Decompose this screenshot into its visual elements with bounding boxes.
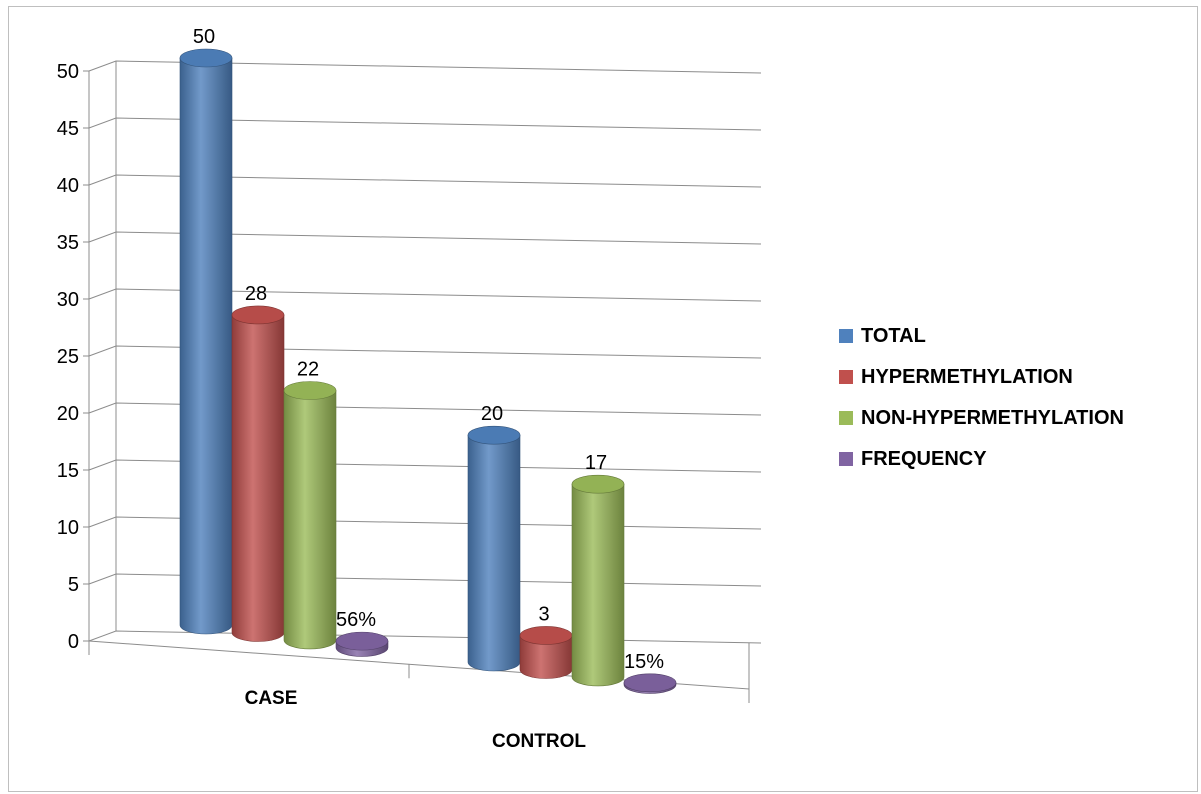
bar-body [467, 434, 521, 672]
gridline-15 [88, 459, 762, 473]
x-axis: CASE CONTROL [88, 640, 750, 752]
bar-control-frequency [623, 673, 677, 694]
bar-top [179, 48, 233, 68]
legend: TOTAL HYPERMETHYLATION NON-HYPERMETHYLAT… [839, 323, 1124, 487]
y-tick-label: 45 [57, 118, 79, 140]
gridline-45 [88, 117, 762, 131]
bar-case-non-hypermethylation [283, 381, 337, 650]
y-tick-label: 35 [57, 232, 79, 254]
bar-control-non-hypermethylation [571, 474, 625, 687]
legend-item-non-hypermethylation: NON-HYPERMETHYLATION [839, 405, 1124, 431]
data-label-control-non-hypermethylation: 17 [585, 452, 607, 474]
y-tick-label: 10 [57, 517, 79, 539]
bar-body [571, 483, 625, 687]
gridline-35 [88, 231, 762, 245]
bar-top [283, 381, 337, 400]
bar-body [283, 390, 337, 650]
bar-top [623, 673, 677, 693]
category-label-case: CASE [245, 688, 298, 709]
data-label-case-frequency: 56% [336, 609, 376, 631]
legend-label-non-hypermethylation: NON-HYPERMETHYLATION [861, 406, 1124, 429]
data-label-control-hypermethylation: 3 [538, 603, 549, 625]
legend-swatch-hypermethylation [839, 370, 853, 384]
data-label-control-frequency: 15% [624, 651, 664, 673]
gridline-20 [88, 402, 762, 416]
bar-case-hypermethylation [231, 305, 285, 642]
bar-case-frequency [335, 631, 389, 657]
bar-top [519, 626, 573, 645]
bar-control-hypermethylation [519, 626, 573, 679]
gridline-0 [88, 630, 762, 644]
legend-item-total: TOTAL [839, 323, 1124, 349]
bar-top [571, 474, 625, 494]
data-label-control-total: 20 [481, 403, 503, 425]
legend-label-total: TOTAL [861, 324, 926, 347]
data-label-case-hypermethylation: 28 [245, 283, 267, 305]
gridlines [88, 60, 762, 644]
bar-body [179, 57, 233, 635]
y-tick-label: 0 [68, 631, 79, 653]
bar-top [231, 305, 285, 325]
legend-item-hypermethylation: HYPERMETHYLATION [839, 364, 1124, 390]
gridline-30 [88, 288, 762, 302]
y-tick-label: 50 [57, 61, 79, 83]
bar-top [335, 631, 389, 651]
bar-case-total [179, 48, 233, 635]
legend-swatch-non-hypermethylation [839, 411, 853, 425]
legend-label-hypermethylation: HYPERMETHYLATION [861, 365, 1073, 388]
category-label-control: CONTROL [492, 731, 586, 752]
gridline-5 [88, 573, 762, 587]
y-tick-label: 15 [57, 460, 79, 482]
y-tick-label: 30 [57, 289, 79, 311]
bar-body [231, 314, 285, 642]
legend-item-frequency: FREQUENCY [839, 446, 1124, 472]
gridline-50 [88, 60, 762, 74]
legend-label-frequency: FREQUENCY [861, 447, 987, 470]
bar-body [519, 635, 573, 679]
data-labels: 50 28 22 56% 20 3 17 15% [193, 26, 664, 673]
y-tick-label: 5 [68, 574, 79, 596]
chart-frame: 0 5 10 15 20 25 30 35 40 45 50 CASE CONTROL 50 28 22 5… [8, 6, 1198, 792]
bars [179, 48, 677, 694]
legend-swatch-frequency [839, 452, 853, 466]
y-axis-ticks: 0 5 10 15 20 25 30 35 40 45 50 [57, 61, 89, 653]
y-tick-label: 25 [57, 346, 79, 368]
bar-top [467, 425, 521, 445]
gridline-40 [88, 174, 762, 188]
data-label-case-total: 50 [193, 26, 215, 48]
legend-swatch-total [839, 329, 853, 343]
gridline-10 [88, 516, 762, 530]
data-label-case-non-hypermethylation: 22 [297, 358, 319, 380]
y-tick-label: 20 [57, 403, 79, 425]
y-tick-label: 40 [57, 175, 79, 197]
bar-control-total [467, 425, 521, 672]
gridline-25 [88, 345, 762, 359]
